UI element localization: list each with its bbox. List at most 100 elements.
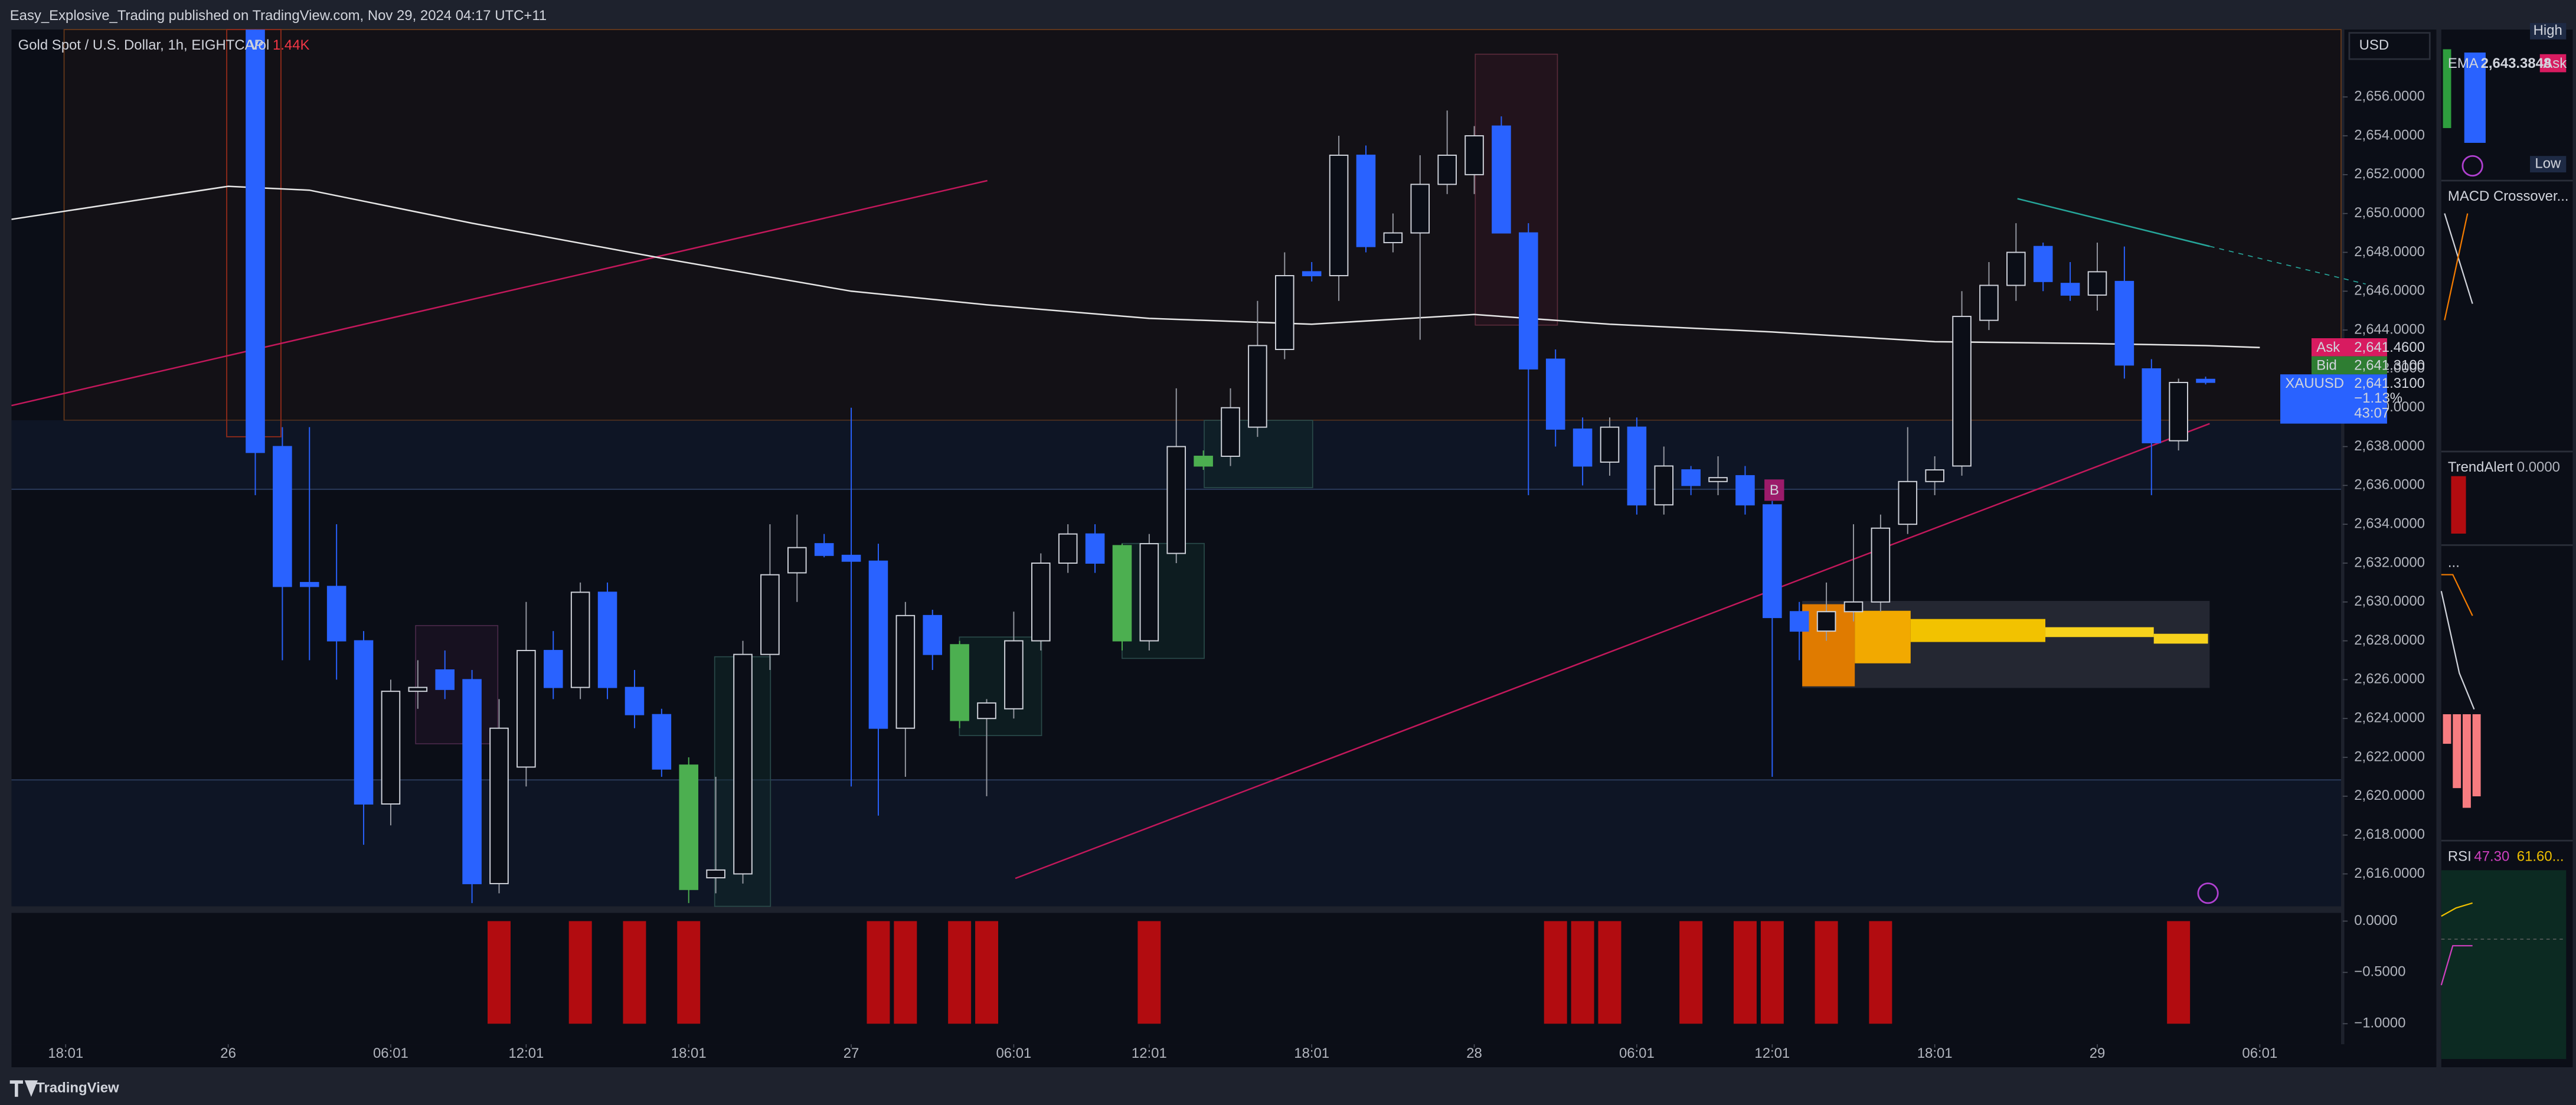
x-tick-label: 06:01 bbox=[2242, 1045, 2277, 1061]
side-low: Low bbox=[2535, 155, 2561, 171]
side-ema: EMA bbox=[2448, 55, 2479, 71]
candle-body bbox=[2006, 251, 2026, 286]
candle-body bbox=[1600, 426, 1620, 463]
bid-label: Bid bbox=[2316, 358, 2337, 374]
y-tick-label: −0.5000 bbox=[2354, 964, 2405, 980]
symbol: XAUUSD bbox=[2285, 375, 2344, 391]
y-tick-label: 2,638.0000 bbox=[2354, 438, 2425, 454]
candle-body bbox=[1410, 184, 1430, 234]
candle-body bbox=[2169, 381, 2188, 442]
candle-body bbox=[1898, 480, 1918, 525]
brand: TradingView bbox=[36, 1080, 119, 1096]
ask-value: 2,641.4600 bbox=[2354, 339, 2425, 355]
trendline bbox=[11, 179, 988, 407]
chart-title: Gold Spot / U.S. Dollar, 1h, EIGHTCAP bbox=[18, 37, 264, 53]
ask-label: Ask bbox=[2316, 339, 2340, 355]
alert-icon[interactable] bbox=[2461, 155, 2483, 177]
candle-body bbox=[706, 869, 725, 879]
x-tick-label: 18:01 bbox=[48, 1045, 83, 1061]
candle-body bbox=[2060, 283, 2080, 296]
trendline bbox=[2209, 246, 2366, 285]
candle-body bbox=[1194, 456, 1213, 467]
ask-mini-tag bbox=[2539, 54, 2567, 73]
trendline bbox=[2017, 198, 2210, 247]
candle-body bbox=[462, 679, 482, 884]
currency[interactable]: USD bbox=[2359, 37, 2389, 53]
candle-body bbox=[326, 586, 346, 642]
candle-body bbox=[1708, 477, 1728, 482]
candle-body bbox=[1356, 154, 1376, 247]
y-tick-label: 2,620.0000 bbox=[2354, 787, 2425, 803]
y-tick-label: 2,622.0000 bbox=[2354, 748, 2425, 764]
y-tick-label: 2,634.0000 bbox=[2354, 515, 2425, 531]
signal-bar bbox=[948, 921, 972, 1024]
hist-bar bbox=[2453, 714, 2461, 789]
osc-line bbox=[2440, 591, 2475, 710]
y-tick-label: 2,632.0000 bbox=[2354, 554, 2425, 570]
x-tick-label: 29 bbox=[2090, 1045, 2106, 1061]
box bbox=[1475, 53, 1558, 326]
candle-body bbox=[1058, 533, 1078, 564]
candle-body bbox=[1843, 601, 1864, 613]
candle-body bbox=[1302, 271, 1322, 276]
side-rsi-value: 47.30 bbox=[2474, 848, 2509, 864]
candle-body bbox=[2142, 368, 2162, 443]
time-axis bbox=[11, 1044, 2437, 1068]
candle-body bbox=[435, 669, 455, 690]
y-tick-label: 2,630.0000 bbox=[2354, 593, 2425, 609]
signal-bar bbox=[867, 921, 890, 1024]
box bbox=[1122, 542, 1205, 659]
candle-body bbox=[1654, 465, 1674, 506]
candle-body bbox=[652, 714, 672, 770]
signal-bar bbox=[1544, 921, 1567, 1024]
candle-body bbox=[1979, 285, 1999, 321]
candle-body bbox=[977, 702, 996, 720]
candle-body bbox=[597, 591, 617, 688]
signal-bar bbox=[1869, 921, 1892, 1024]
candle-body bbox=[679, 764, 699, 890]
candle-body bbox=[814, 543, 834, 556]
rsi-band bbox=[2441, 870, 2567, 1060]
candle-body bbox=[1383, 232, 1403, 244]
x-tick-label: 18:01 bbox=[1917, 1045, 1953, 1061]
side-dots: ... bbox=[2448, 554, 2460, 570]
side-rsi-value: 61.60... bbox=[2517, 848, 2564, 864]
signal-bar bbox=[894, 921, 917, 1024]
macd-line bbox=[2444, 213, 2473, 304]
y-tick-label: 2,648.0000 bbox=[2354, 244, 2425, 260]
header-title: Easy_Explosive_Trading published on Trad… bbox=[10, 8, 547, 24]
x-tick-label: 06:01 bbox=[373, 1045, 408, 1061]
signal-bars bbox=[488, 921, 2191, 1024]
side-macd: MACD Crossover... bbox=[2448, 188, 2569, 204]
currency-box[interactable] bbox=[2348, 32, 2431, 60]
candle-body bbox=[1735, 475, 1755, 506]
osc-line bbox=[2441, 574, 2473, 616]
candle-body bbox=[246, 30, 265, 453]
signal-bar bbox=[1815, 921, 1838, 1024]
marker: B bbox=[1770, 482, 1779, 498]
alert-icon[interactable] bbox=[2197, 882, 2219, 904]
trend-bar bbox=[2451, 476, 2466, 534]
candle-body bbox=[2114, 280, 2134, 366]
candle-body bbox=[2033, 246, 2053, 282]
candle-body bbox=[1789, 611, 1809, 632]
signal-bar bbox=[1137, 921, 1161, 1024]
candle-body bbox=[1573, 428, 1593, 467]
candle-body bbox=[381, 691, 401, 805]
x-tick-label: 06:01 bbox=[1619, 1045, 1655, 1061]
candle-body bbox=[733, 653, 753, 875]
rsi-line bbox=[2440, 945, 2473, 986]
rsi-ma bbox=[2441, 902, 2473, 917]
signal-bar bbox=[1598, 921, 1622, 1024]
candle-body bbox=[299, 581, 319, 587]
candle-body bbox=[1275, 275, 1294, 350]
signal-bar bbox=[568, 921, 592, 1024]
candle-body bbox=[1519, 232, 1538, 370]
zone bbox=[63, 29, 2342, 421]
candle-body bbox=[895, 614, 916, 729]
candle-body bbox=[1545, 358, 1565, 430]
last-value: 2,641.3100 bbox=[2354, 375, 2425, 391]
side-high: High bbox=[2533, 22, 2562, 38]
